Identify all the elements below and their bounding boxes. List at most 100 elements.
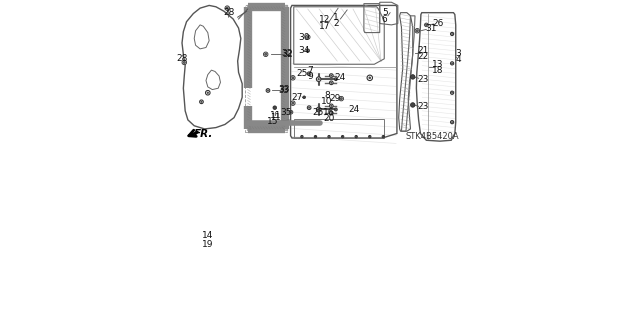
Circle shape [410,103,415,107]
Circle shape [330,74,333,78]
Circle shape [290,111,292,113]
Circle shape [306,49,309,52]
Circle shape [207,92,209,93]
Text: 27: 27 [292,93,303,102]
Circle shape [451,62,454,65]
Text: 15: 15 [267,117,278,126]
Text: 3: 3 [456,49,461,58]
Circle shape [369,136,370,137]
Circle shape [201,101,202,102]
Circle shape [369,136,371,138]
Circle shape [307,36,309,38]
Text: 28: 28 [176,54,188,63]
Circle shape [291,76,295,80]
Text: 5: 5 [382,8,388,17]
Circle shape [342,136,343,137]
Circle shape [331,113,332,114]
Text: 20: 20 [323,114,335,123]
Text: 22: 22 [417,52,429,61]
Circle shape [328,136,330,138]
Circle shape [265,53,267,55]
Text: 28: 28 [224,8,235,17]
Circle shape [316,107,321,112]
Circle shape [451,121,454,124]
Circle shape [415,28,420,33]
Text: 16: 16 [323,108,335,117]
Text: 10: 10 [321,97,333,106]
Circle shape [307,106,311,109]
Text: 23: 23 [417,102,429,111]
Text: 9: 9 [307,71,313,80]
Text: 25: 25 [297,69,308,78]
Circle shape [307,72,311,76]
Circle shape [205,91,210,95]
Circle shape [335,108,337,111]
Text: 8: 8 [324,91,330,100]
Circle shape [264,52,268,56]
Text: 24: 24 [349,105,360,114]
Circle shape [335,78,337,80]
Text: 4: 4 [456,55,461,64]
Circle shape [330,111,333,115]
Circle shape [183,62,186,63]
Bar [294,119,384,138]
Text: 19: 19 [202,240,214,249]
Text: 13: 13 [432,60,444,69]
Text: 29: 29 [330,94,341,103]
Circle shape [335,109,336,110]
Circle shape [268,90,269,91]
Text: 23: 23 [417,75,429,84]
Text: 33: 33 [278,86,289,95]
Circle shape [340,98,342,100]
Text: 32: 32 [282,49,293,58]
Circle shape [292,102,294,104]
Circle shape [339,96,344,101]
Circle shape [416,30,419,32]
Circle shape [200,100,204,104]
Circle shape [318,78,319,80]
Circle shape [289,110,293,114]
Circle shape [291,101,295,105]
Text: 30: 30 [298,33,310,41]
Circle shape [292,77,294,79]
Circle shape [303,96,305,99]
Circle shape [424,23,428,27]
Circle shape [318,109,319,110]
Circle shape [331,75,332,76]
Text: FR.: FR. [194,129,214,139]
Circle shape [451,91,454,94]
Circle shape [451,32,454,35]
Circle shape [314,136,317,138]
Circle shape [355,136,357,138]
Text: 34: 34 [298,46,310,55]
Circle shape [335,79,336,80]
Text: 17: 17 [319,22,330,31]
Circle shape [301,136,303,138]
Text: 11: 11 [271,113,281,122]
Circle shape [369,77,371,79]
Text: 7: 7 [307,66,313,75]
Text: 12: 12 [319,14,330,24]
Circle shape [266,89,270,92]
Text: 2: 2 [333,19,339,28]
Circle shape [315,136,316,137]
Circle shape [316,77,321,81]
Text: 18: 18 [432,66,444,75]
Bar [245,5,287,132]
Circle shape [308,73,310,74]
Text: 14: 14 [202,231,214,240]
Text: 32: 32 [282,50,292,59]
Text: 1: 1 [333,13,339,22]
Text: 25: 25 [312,108,323,117]
Text: 6: 6 [382,14,388,24]
Circle shape [367,75,372,80]
Text: 26: 26 [432,19,444,28]
Text: 35: 35 [280,108,292,117]
Circle shape [331,82,332,84]
Text: 24: 24 [335,73,346,82]
Circle shape [410,75,415,79]
Circle shape [330,104,333,108]
Circle shape [226,7,228,9]
Circle shape [308,107,310,108]
Circle shape [342,136,344,138]
